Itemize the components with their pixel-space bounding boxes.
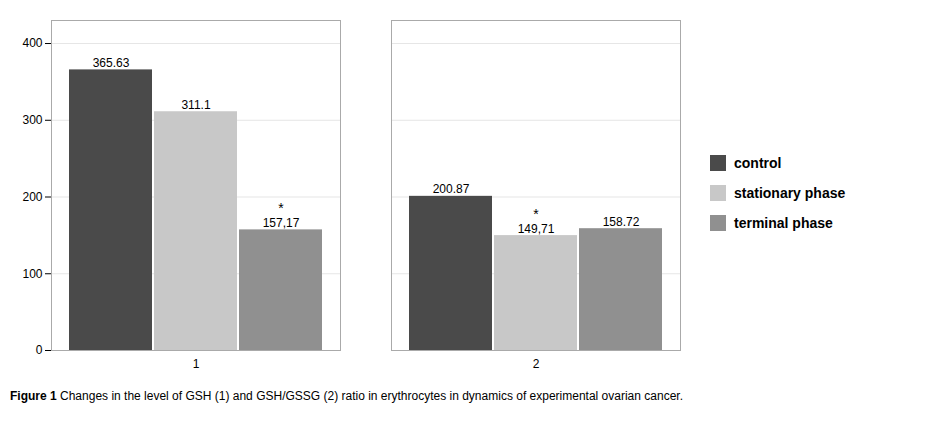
svg-text:149,71: 149,71 (518, 222, 555, 236)
svg-text:157,17: 157,17 (263, 216, 300, 230)
html-text:control: control (734, 154, 782, 171)
html-text:terminal phase: terminal phase (734, 214, 833, 231)
svg-text:*: * (533, 206, 539, 222)
svg-text:1: 1 (193, 357, 200, 371)
svg-text:200: 200 (22, 190, 42, 204)
svg-text:200.87: 200.87 (433, 182, 470, 196)
svg-text:2: 2 (533, 357, 540, 371)
svg-text:*: * (278, 200, 284, 216)
html-text:stationary phase: stationary phase (734, 184, 846, 201)
svg-text:365.63: 365.63 (93, 56, 130, 70)
svg-text:158.72: 158.72 (603, 215, 640, 229)
html-text:Figure 1 Changes in the level: Figure 1 Changes in the level of GSH (1)… (10, 389, 683, 403)
svg-text:0: 0 (36, 343, 43, 357)
svg-text:100: 100 (22, 267, 42, 281)
svg-text:300: 300 (22, 113, 42, 127)
svg-text:311.1: 311.1 (181, 98, 210, 112)
svg-text:400: 400 (22, 36, 42, 50)
